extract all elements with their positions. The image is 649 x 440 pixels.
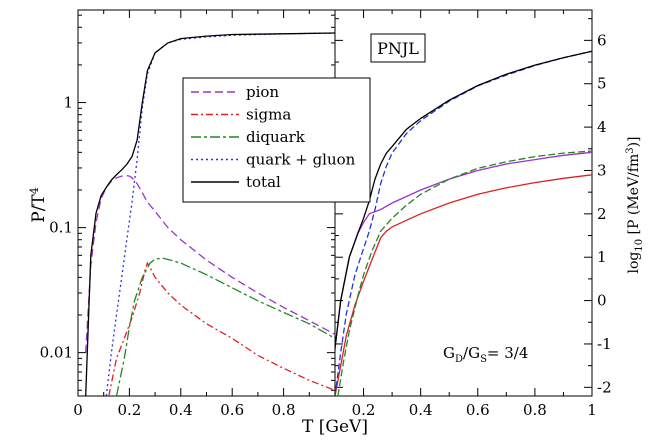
right-x-tick-label: 0.4 xyxy=(409,401,433,419)
left-x-tick-label: 0.6 xyxy=(220,401,244,419)
legend-label: total xyxy=(246,173,281,191)
right-y-tick-label: 4 xyxy=(597,118,607,136)
legend-label: quark + gluon xyxy=(246,151,356,169)
left-series-total xyxy=(85,32,335,396)
right-x-tick-label: 0.6 xyxy=(466,401,490,419)
right-x-tick-label: 0.2 xyxy=(352,401,376,419)
right-y-axis-label: log10 [P (MeV/fm3)] xyxy=(625,136,645,273)
left-y-tick-label: 0.01 xyxy=(40,344,73,362)
right-y-tick-label: 2 xyxy=(597,205,607,223)
x-axis-label: T [GeV] xyxy=(302,417,368,437)
right-y-tick-label: 6 xyxy=(597,31,607,49)
left-y-tick-label: 1 xyxy=(63,94,73,112)
right-series-quark-gluon xyxy=(335,50,592,396)
right-y-tick-label: 0 xyxy=(597,292,607,310)
right-y-tick-label: 5 xyxy=(597,75,607,93)
left-x-tick-label: 0.4 xyxy=(169,401,193,419)
left-series-diquark xyxy=(115,257,335,396)
right-y-tick-label: -1 xyxy=(597,335,612,353)
left-y-tick-label: 0.1 xyxy=(49,219,73,237)
coupling-annotation: GD/GS= 3/4 xyxy=(443,344,528,365)
left-x-tick-label: 0.2 xyxy=(117,401,141,419)
right-x-tick-label: 1 xyxy=(587,401,597,419)
left-y-axis-label-text: P/T xyxy=(29,194,49,223)
right-series-total xyxy=(335,50,592,360)
right-y-tick-label: 3 xyxy=(597,161,607,179)
left-plot-lines xyxy=(85,32,335,396)
right-y-tick-label: 1 xyxy=(597,248,607,266)
right-plot-frame xyxy=(334,9,593,397)
right-y-tick-label: -2 xyxy=(597,378,612,396)
left-series-sigma xyxy=(108,261,335,396)
left-plot-frame xyxy=(77,9,336,397)
pnjl-title-box xyxy=(370,33,426,63)
pnjl-title: PNJL xyxy=(377,39,419,58)
left-y-axis-label: P/T4 xyxy=(28,187,49,223)
legend-items: pion sigma diquark quark + gluon total xyxy=(191,83,356,191)
legend-label: pion xyxy=(246,83,279,101)
right-series-sigma xyxy=(335,174,592,396)
legend: pion sigma diquark quark + gluon total xyxy=(182,77,371,203)
left-y-axis-label-sup: 4 xyxy=(28,187,41,194)
legend-box xyxy=(182,77,371,203)
left-series-quark-gluon xyxy=(105,32,335,396)
legend-label: sigma xyxy=(246,106,291,124)
right-x-tick-label: 0.8 xyxy=(523,401,547,419)
legend-label: diquark xyxy=(246,128,306,146)
left-x-tick-label: 0 xyxy=(73,401,83,419)
left-x-tick-label: 0.8 xyxy=(272,401,296,419)
left-axis-ticks: 0 0.2 0.4 0.6 0.8 0.01 0.1 1 xyxy=(40,10,335,419)
right-plot-lines xyxy=(335,50,592,396)
